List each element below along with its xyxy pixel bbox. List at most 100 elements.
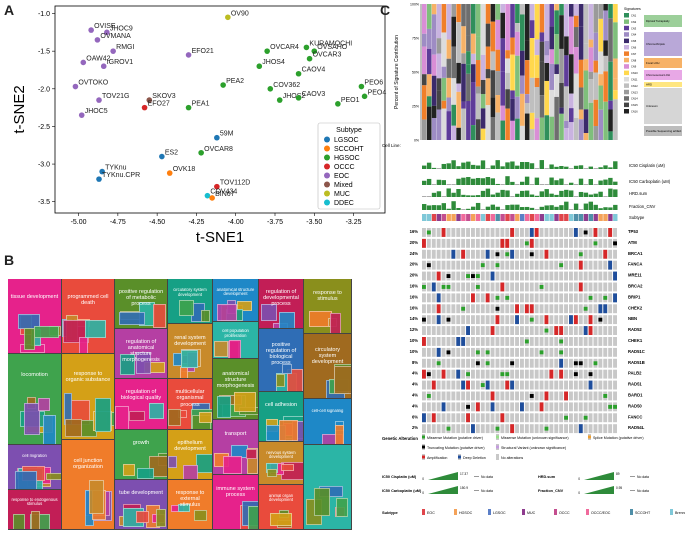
onco-cell (500, 228, 505, 237)
scale-wedge (584, 472, 614, 480)
signature-name: CN13 (631, 90, 638, 94)
onco-cell (598, 282, 603, 292)
onco-cell (495, 326, 500, 335)
onco-cell (441, 293, 446, 303)
subtype-swatch (454, 509, 457, 515)
onco-cell (559, 228, 564, 237)
treemap-group: renal system development (168, 324, 212, 379)
alteration-swatch (422, 445, 425, 449)
signature-bar-segment (446, 111, 452, 140)
onco-cell (564, 337, 568, 346)
onco-cell (505, 326, 510, 335)
onco-cell (461, 315, 466, 325)
onco-cell (431, 424, 436, 434)
onco-cell (456, 249, 461, 259)
subtype-label: HGSOC (459, 511, 473, 515)
subtype-cell (564, 214, 569, 221)
gene-name: TP53 (628, 229, 639, 234)
amplification (475, 402, 480, 412)
treemap-label: cell migration (22, 453, 47, 458)
go-term-treemap: tissue development locomotion cell migrati… (8, 279, 352, 530)
onco-cell (559, 238, 564, 248)
signature-bar-segment (544, 63, 550, 81)
onco-cell (564, 282, 568, 292)
subtype-cell (422, 214, 427, 221)
onco-cell (608, 413, 613, 423)
onco-cell (598, 271, 603, 281)
x-tick-label: -3.25 (346, 219, 362, 226)
track-bar (583, 203, 589, 210)
signature-bar-segment (515, 31, 520, 56)
amplification (441, 369, 446, 379)
onco-cell (515, 260, 519, 270)
signature-bar-segment (480, 128, 486, 140)
treemap-cell (34, 326, 59, 339)
treemap-group: response to endogenous stimulus (8, 489, 61, 529)
signature-bar-segment (515, 118, 520, 140)
track-bar (471, 195, 476, 197)
scatter-point (72, 83, 79, 90)
treemap-group: positive regulation of metabolic process (115, 279, 167, 329)
subtype-label: Brenner (675, 511, 685, 515)
scatter-point (335, 101, 341, 107)
treemap-group: animal organ development (259, 484, 303, 529)
scatter-point (214, 183, 220, 190)
onco-cell (549, 228, 554, 237)
treemap-group: cell adhesion (259, 391, 303, 442)
missense-mutation (529, 317, 534, 322)
treemap-label: renal system development (174, 335, 206, 348)
truncating-mutation (583, 230, 588, 235)
onco-cell (608, 271, 613, 281)
signature-bar-segment (554, 74, 559, 97)
onco-cell (554, 282, 559, 292)
onco-cell (475, 413, 480, 423)
point-label: EFO21 (192, 48, 214, 55)
track-bar (613, 189, 618, 197)
onco-cell (480, 391, 485, 401)
gene-percent: 8% (412, 360, 418, 365)
treemap-group: immune system process (213, 474, 258, 529)
signature-bar-segment (524, 102, 530, 114)
onco-cell (549, 238, 554, 248)
track-bar (569, 182, 574, 185)
treemap-group: circulatory system development (304, 334, 351, 399)
scatter-point (361, 93, 368, 100)
gene-percent: 6% (412, 414, 418, 419)
treemap-label: epithelium development (174, 439, 206, 452)
signature-bar-segment (539, 61, 545, 96)
treemap-cell (270, 513, 293, 527)
track-nodata (544, 184, 549, 185)
track-bar (573, 203, 579, 210)
track-bar (593, 204, 598, 210)
treemap-group: nervous system development (259, 442, 303, 484)
onco-cell (510, 391, 515, 401)
track-bar (451, 201, 456, 210)
amplification (510, 424, 515, 434)
treemap-cell (278, 420, 298, 441)
treemap-cell (336, 498, 349, 517)
onco-cell (549, 402, 554, 412)
signature-bar-segment (480, 79, 486, 94)
signature-bar-segment (549, 49, 554, 64)
onco-cell (564, 293, 568, 303)
missense-mutation (505, 252, 510, 257)
alteration-label: Missense Mutation (putative driver) (427, 436, 483, 440)
onco-cell (422, 228, 426, 237)
treemap-cell (18, 313, 40, 329)
truncating-mutation (446, 274, 451, 278)
onco-cell (475, 337, 480, 346)
missense-mutation (475, 285, 480, 289)
deep-deletion (490, 271, 495, 281)
onco-cell (559, 271, 564, 281)
legend-swatch (324, 136, 330, 143)
signature-bar-segment (608, 131, 613, 140)
signature-bar-segment (475, 4, 481, 37)
subtype-cell (505, 214, 510, 221)
onco-cell (593, 369, 598, 379)
deep-deletion (569, 315, 573, 325)
onco-cell (544, 271, 549, 281)
track-label: Fraction_CNV (629, 204, 656, 209)
onco-cell (446, 380, 451, 390)
onco-cell (613, 424, 617, 434)
onco-cell (603, 282, 608, 292)
